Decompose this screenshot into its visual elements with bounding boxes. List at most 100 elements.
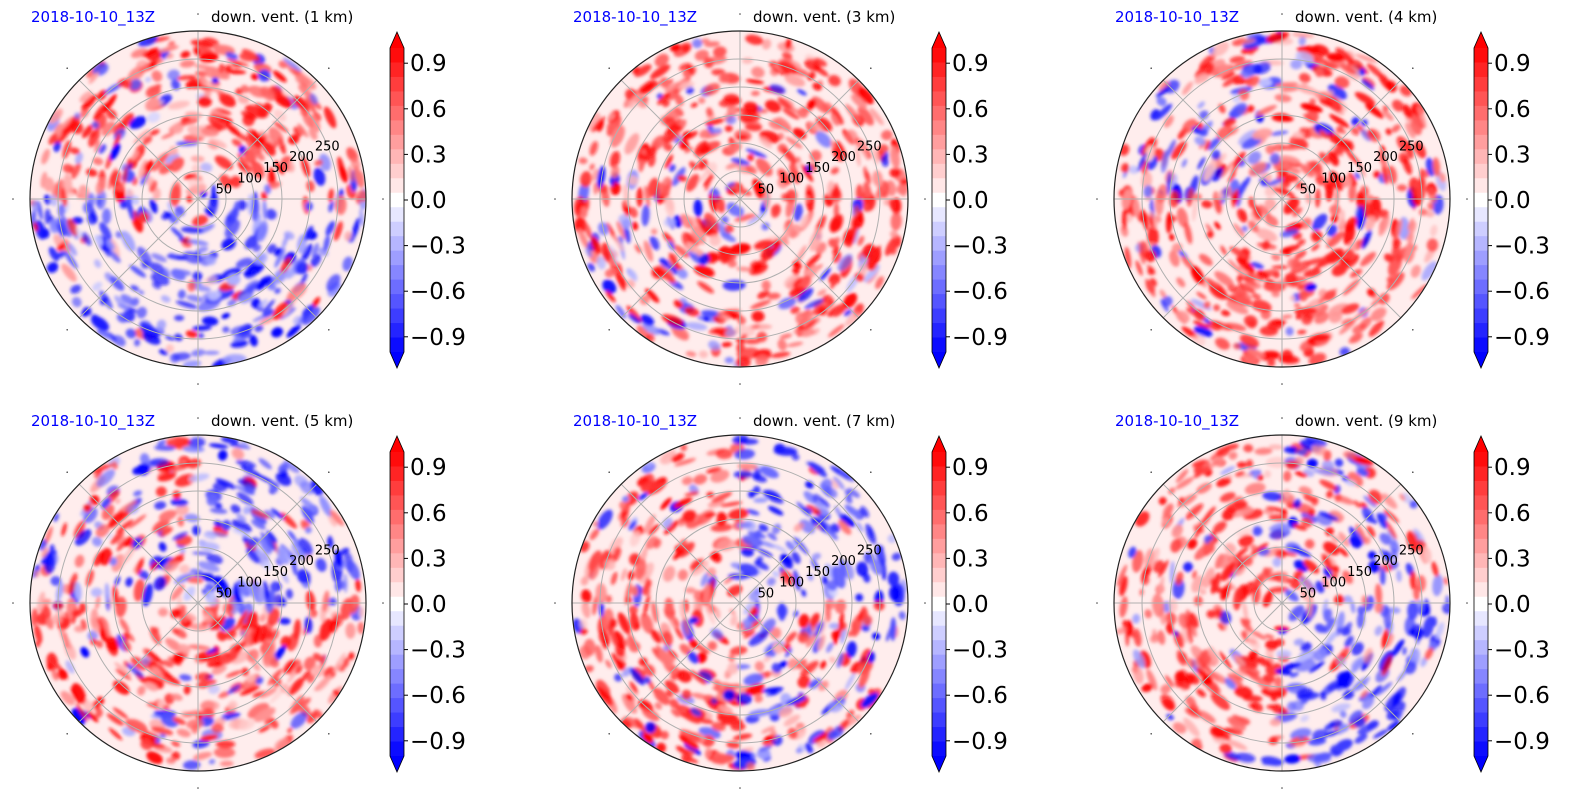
field-blob bbox=[609, 150, 621, 169]
field-blob bbox=[100, 497, 111, 510]
field-blob bbox=[674, 244, 690, 258]
field-blob bbox=[357, 621, 365, 634]
field-blob bbox=[256, 220, 268, 242]
field-blob bbox=[697, 159, 709, 170]
panel-title: down. vent. (4 km) bbox=[1295, 8, 1438, 26]
field-blob bbox=[333, 221, 343, 241]
field-blob bbox=[793, 522, 805, 532]
polar-boundary bbox=[1113, 30, 1451, 368]
field-blob bbox=[1225, 542, 1237, 554]
field-blob bbox=[845, 129, 859, 145]
field-blob bbox=[246, 464, 254, 472]
field-blob bbox=[604, 269, 614, 278]
field-blob bbox=[753, 468, 762, 480]
field-blob bbox=[251, 509, 270, 519]
field-blob bbox=[863, 181, 872, 199]
field-blob bbox=[638, 657, 648, 667]
field-blob bbox=[1353, 500, 1362, 508]
field-blob bbox=[328, 535, 334, 548]
field-blob bbox=[745, 34, 764, 45]
field-blob bbox=[722, 689, 736, 701]
field-blob bbox=[1257, 474, 1264, 481]
field-blob bbox=[1339, 710, 1347, 718]
field-blob bbox=[185, 330, 198, 338]
field-blob bbox=[671, 453, 685, 463]
field-blob bbox=[1384, 520, 1397, 540]
field-blob bbox=[698, 350, 708, 359]
colorbar-tick-label: 0.0 bbox=[410, 592, 447, 618]
field-blob bbox=[592, 595, 598, 616]
colorbar-tick-label: 0.3 bbox=[410, 546, 447, 572]
field-blob bbox=[279, 617, 291, 625]
field-blob bbox=[827, 730, 838, 741]
field-blob bbox=[1206, 231, 1214, 239]
colorbar-segment bbox=[932, 640, 946, 656]
field-blob bbox=[1141, 683, 1153, 693]
field-blob bbox=[661, 630, 673, 647]
field-blob bbox=[872, 170, 883, 187]
field-blob bbox=[686, 242, 699, 253]
field-blob bbox=[605, 659, 612, 669]
colorbar-segment bbox=[390, 582, 404, 598]
field-blob bbox=[624, 133, 640, 155]
field-blob bbox=[262, 200, 268, 220]
field-blob bbox=[201, 316, 219, 326]
field-blob bbox=[1311, 213, 1328, 231]
field-blob bbox=[75, 227, 83, 238]
field-blob bbox=[640, 480, 656, 493]
field-blob bbox=[1192, 320, 1209, 329]
field-blob bbox=[1236, 256, 1255, 274]
field-blob bbox=[1375, 583, 1383, 605]
colorbar-frame bbox=[1473, 31, 1489, 369]
field-blob bbox=[1360, 689, 1369, 699]
angular-tick-mark bbox=[608, 471, 610, 473]
field-blob bbox=[172, 531, 188, 541]
field-blob bbox=[1379, 532, 1392, 545]
field-blob bbox=[149, 458, 169, 467]
field-blob bbox=[1264, 470, 1272, 479]
field-blob bbox=[1355, 54, 1378, 63]
field-blob bbox=[846, 641, 857, 658]
field-blob bbox=[609, 537, 623, 553]
field-blob bbox=[1294, 471, 1308, 478]
radial-tick-label: 150 bbox=[263, 161, 288, 176]
field-blob bbox=[604, 559, 616, 571]
field-blob bbox=[621, 218, 632, 229]
field-blob bbox=[325, 220, 336, 236]
colorbar-tick-label: 0.9 bbox=[1494, 51, 1531, 77]
colorbar-tick-label: −0.3 bbox=[1494, 638, 1550, 664]
angular-gridline bbox=[1281, 483, 1402, 604]
field-blob bbox=[587, 262, 596, 272]
field-blob bbox=[1247, 151, 1262, 165]
field-blob bbox=[896, 184, 908, 195]
colorbar-segment bbox=[1474, 669, 1488, 685]
field-blob bbox=[1175, 477, 1194, 490]
field-blob bbox=[316, 674, 332, 692]
field-blob bbox=[714, 606, 721, 619]
field-blob bbox=[1301, 313, 1313, 325]
field-blob bbox=[805, 632, 818, 648]
angular-tick-mark bbox=[739, 417, 741, 419]
angular-tick-mark bbox=[739, 13, 741, 15]
field-blob bbox=[811, 552, 821, 561]
field-blob bbox=[596, 685, 612, 701]
field-blob bbox=[790, 306, 800, 315]
field-blob bbox=[1168, 487, 1176, 495]
field-blob bbox=[82, 124, 94, 139]
field-blob bbox=[828, 530, 839, 541]
field-blob bbox=[259, 536, 272, 555]
field-blob bbox=[839, 558, 847, 578]
field-blob bbox=[1219, 743, 1232, 754]
colorbar-tick-label: 0.0 bbox=[952, 592, 989, 618]
field-blob bbox=[175, 300, 198, 309]
field-blob bbox=[1214, 271, 1235, 287]
field-blob bbox=[634, 718, 647, 734]
field-blob bbox=[1232, 669, 1250, 677]
field-blob bbox=[345, 622, 356, 639]
field-blob bbox=[31, 200, 39, 212]
field-blob bbox=[717, 539, 737, 552]
field-blob bbox=[1292, 207, 1303, 217]
field-blob bbox=[1271, 265, 1289, 270]
field-blob bbox=[1175, 670, 1185, 682]
field-blob bbox=[234, 641, 247, 653]
